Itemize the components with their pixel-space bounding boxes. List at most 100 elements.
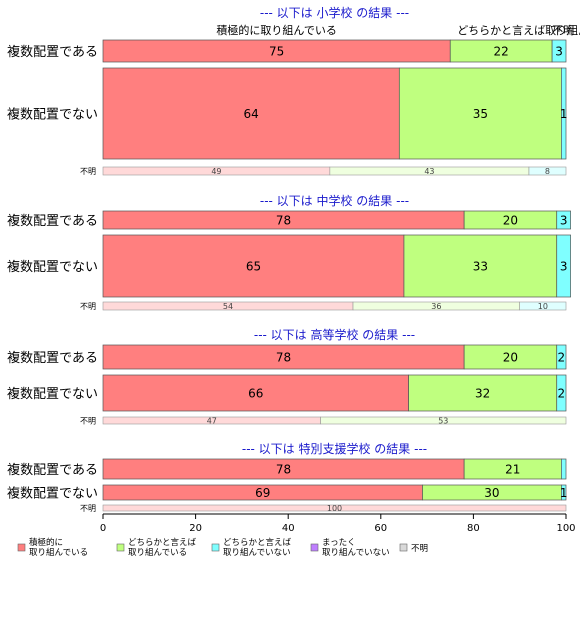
data-label: 8 (545, 167, 550, 176)
data-label: 32 (475, 387, 490, 401)
bar-segment (320, 416, 567, 425)
data-label: 3 (560, 260, 568, 274)
legend-swatch (310, 543, 319, 552)
legend-label: どちらかと言えば (128, 537, 197, 548)
data-label: 2 (558, 387, 566, 401)
panel-3: --- 以下は 特別支援学校 の結果 --- 複数配置である 78 21 複数配置でない… (7, 441, 568, 513)
panel-2: --- 以下は 高等学校 の結果 --- 複数配置である 78 20 2 複数配置でない 6… (7, 327, 567, 426)
legend-swatch (211, 543, 220, 552)
legend-label: 取り組んでいない (223, 547, 291, 558)
data-label: 64 (244, 107, 259, 121)
bar-segment (102, 67, 400, 160)
bar-segment (102, 504, 567, 512)
x-tick-label: 100 (556, 523, 575, 534)
bar-segment (398, 67, 562, 160)
panel-title: --- 以下は 高等学校 の結果 --- (254, 327, 415, 342)
row-label: 複数配置である (7, 44, 98, 60)
row-label-unknown: 不明 (80, 417, 96, 426)
data-label: 3 (560, 214, 568, 228)
category-label: 不明 (552, 24, 574, 37)
data-label: 78 (276, 351, 291, 365)
data-label: 66 (248, 387, 263, 401)
x-tick-label: 20 (189, 523, 202, 534)
data-label: 2 (558, 351, 566, 365)
data-label: 49 (211, 167, 221, 176)
legend-label: 取り組んでいない (322, 547, 390, 558)
row-label: 複数配置でない (7, 107, 98, 123)
row-label-unknown: 不明 (80, 504, 96, 513)
legend-item: 積極的に取り組んでいる (17, 537, 88, 558)
data-label: 10 (538, 302, 548, 311)
data-label: 35 (473, 107, 488, 121)
data-label: 65 (246, 260, 261, 274)
legend-label: 取り組んでいる (128, 547, 187, 558)
panel-title: --- 以下は 小学校 の結果 --- (260, 5, 409, 20)
bar-segment (403, 234, 558, 298)
panel-0: --- 以下は 小学校 の結果 --- 複数配置である 75 22 3 複数配置でない 64… (7, 5, 568, 176)
legend-label: まったく (322, 538, 356, 548)
bar-segment (556, 344, 567, 370)
data-label: 43 (424, 167, 434, 176)
data-label: 36 (431, 302, 441, 311)
bar-segment (528, 166, 567, 176)
data-label: 1 (560, 486, 568, 500)
data-label: 100 (327, 504, 342, 513)
bar-segment (556, 374, 567, 412)
data-label: 20 (503, 351, 518, 365)
data-label: 1 (560, 107, 568, 121)
x-tick-label: 60 (374, 523, 387, 534)
legend-label: 積極的に (29, 537, 63, 548)
legend-label: どちらかと言えば (223, 537, 292, 548)
data-label: 20 (503, 214, 518, 228)
bar-segment (551, 39, 567, 63)
bar-segment (463, 344, 558, 370)
data-label: 47 (207, 417, 217, 426)
legend-label: 不明 (411, 544, 428, 554)
row-label: 複数配置である (7, 462, 98, 478)
bar-segment (102, 344, 465, 370)
row-label: 複数配置である (7, 213, 98, 229)
data-label: 78 (276, 463, 291, 477)
legend-swatch (399, 543, 408, 552)
bar-segment (561, 458, 567, 480)
legend-item: 不明 (399, 543, 428, 554)
row-label-unknown: 不明 (80, 302, 96, 311)
panel-1: --- 以下は 中学校 の結果 --- 複数配置である 78 20 3 複数配置でない 65… (7, 193, 571, 311)
bar-segment (561, 484, 567, 501)
row-label-unknown: 不明 (80, 167, 96, 176)
panel-title: --- 以下は 特別支援学校 の結果 --- (242, 441, 427, 456)
data-label: 69 (255, 486, 270, 500)
bar-segment (556, 234, 571, 298)
bar-segment (408, 374, 558, 412)
x-tick-label: 80 (467, 523, 480, 534)
data-label: 33 (473, 260, 488, 274)
bar-segment (519, 301, 567, 311)
legend: 積極的に取り組んでいるどちらかと言えば取り組んでいるどちらかと言えば取り組んでい… (17, 537, 428, 558)
data-label: 21 (505, 463, 520, 477)
category-label: 積極的に取り組んでいる (216, 23, 336, 37)
legend-swatch (17, 543, 26, 552)
data-label: 30 (484, 486, 499, 500)
data-label: 75 (269, 45, 284, 59)
bar-segment (561, 67, 567, 160)
row-label: 複数配置でない (7, 486, 98, 502)
x-tick-label: 0 (100, 523, 106, 534)
data-label: 3 (555, 45, 563, 59)
row-label: 複数配置である (7, 350, 98, 366)
legend-label: 取り組んでいる (29, 547, 88, 558)
panel-title: --- 以下は 中学校 の結果 --- (260, 193, 409, 208)
row-label: 複数配置でない (7, 259, 98, 275)
bar-segment (556, 210, 571, 230)
data-label: 53 (438, 417, 448, 426)
row-label: 複数配置でない (7, 386, 98, 402)
bar-segment (102, 374, 409, 412)
data-label: 54 (223, 302, 233, 311)
data-label: 22 (494, 45, 509, 59)
x-tick-label: 40 (282, 523, 295, 534)
